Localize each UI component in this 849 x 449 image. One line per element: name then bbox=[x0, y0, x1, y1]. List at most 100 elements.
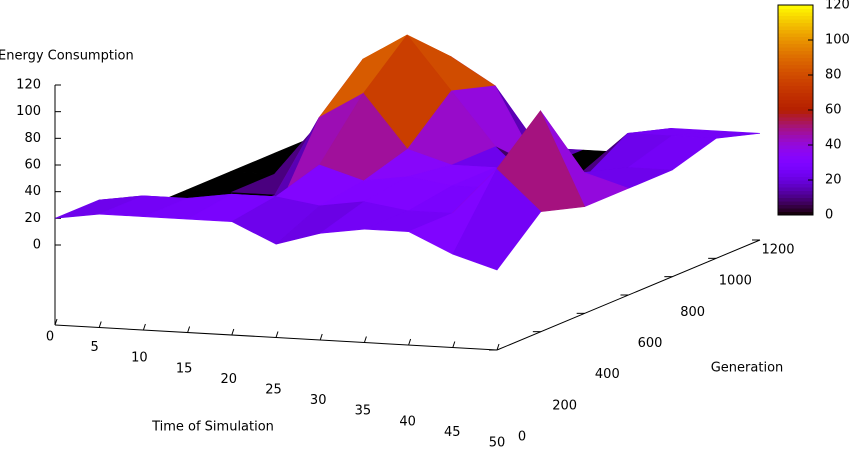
colorbar-segment bbox=[778, 201, 813, 205]
z-tick-label: 20 bbox=[24, 211, 41, 226]
colorbar-segment bbox=[778, 8, 813, 13]
y-tick-label: 0 bbox=[518, 430, 526, 445]
x-tick-label: 40 bbox=[399, 414, 416, 429]
x-tick bbox=[142, 323, 146, 331]
colorbar-segment bbox=[778, 162, 813, 167]
colorbar-segment bbox=[778, 187, 813, 191]
colorbar-segment bbox=[778, 19, 813, 23]
colorbar-segment bbox=[778, 64, 813, 69]
colorbar-segment bbox=[778, 131, 813, 135]
colorbar-segment bbox=[778, 145, 813, 149]
x-tick bbox=[54, 318, 58, 326]
colorbar-segment bbox=[778, 71, 813, 76]
colorbar-segment bbox=[778, 113, 813, 118]
colorbar-segment bbox=[778, 176, 813, 181]
surface-cell bbox=[452, 168, 542, 271]
colorbar-segment bbox=[778, 92, 813, 97]
colorbar-segment bbox=[778, 190, 813, 195]
colorbar-segment bbox=[778, 148, 813, 153]
colorbar-segment bbox=[778, 124, 813, 128]
colorbar-segment bbox=[778, 61, 813, 65]
colorbar-segment bbox=[778, 26, 813, 30]
z-tick-label: 120 bbox=[16, 78, 41, 93]
colorbar-segment bbox=[778, 40, 813, 44]
colorbar-segment bbox=[778, 96, 813, 100]
z-tick-label: 0 bbox=[33, 238, 41, 253]
colorbar-tick-label: 120 bbox=[825, 0, 849, 13]
y-tick-label: 1200 bbox=[761, 243, 794, 258]
x-tick bbox=[408, 338, 412, 346]
z-tick-label: 40 bbox=[24, 184, 41, 199]
x-axis-title: Time of Simulation bbox=[151, 420, 274, 435]
z-tick-label: 80 bbox=[24, 131, 41, 146]
y-axis-title: Generation bbox=[711, 361, 784, 376]
colorbar-segment bbox=[778, 12, 813, 16]
colorbar-segment bbox=[778, 211, 813, 216]
colorbar-tick-label: 100 bbox=[825, 33, 849, 48]
colorbar-segment bbox=[778, 29, 813, 34]
colorbar-segment bbox=[778, 204, 813, 209]
colorbar-segment bbox=[778, 85, 813, 90]
x-tick bbox=[319, 333, 323, 341]
colorbar-segment bbox=[778, 208, 813, 212]
y-tick-label: 600 bbox=[638, 336, 663, 351]
colorbar-segment bbox=[778, 194, 813, 198]
x-tick bbox=[231, 328, 235, 336]
colorbar-segment bbox=[778, 134, 813, 139]
x-tick bbox=[496, 343, 500, 351]
colorbar-segment bbox=[778, 43, 813, 48]
colorbar-segment bbox=[778, 169, 813, 174]
colorbar-segment bbox=[778, 68, 813, 72]
y-tick-label: 1000 bbox=[719, 274, 752, 289]
colorbar-segment bbox=[778, 5, 813, 9]
colorbar-segment bbox=[778, 180, 813, 184]
colorbar-tick-label: 20 bbox=[825, 173, 842, 188]
colorbar-segment bbox=[778, 89, 813, 93]
colorbar-segment bbox=[778, 166, 813, 170]
colorbar-segment bbox=[778, 103, 813, 107]
colorbar-segment bbox=[778, 159, 813, 163]
colorbar-segment bbox=[778, 152, 813, 156]
x-tick-label: 5 bbox=[91, 340, 99, 355]
x-tick-label: 25 bbox=[265, 383, 282, 398]
colorbar-segment bbox=[778, 99, 813, 104]
x-tick-label: 35 bbox=[355, 404, 372, 419]
z-tick-label: 100 bbox=[16, 104, 41, 119]
x-tick bbox=[98, 321, 102, 328]
colorbar-segment bbox=[778, 120, 813, 125]
colorbar-segment bbox=[778, 22, 813, 27]
colorbar-tick-label: 60 bbox=[825, 103, 842, 118]
x-tick-label: 15 bbox=[176, 361, 193, 376]
colorbar-segment bbox=[778, 54, 813, 58]
colorbar-segment bbox=[778, 57, 813, 62]
colorbar-tick-label: 0 bbox=[825, 208, 833, 223]
colorbar-segment bbox=[778, 197, 813, 202]
colorbar-segment bbox=[778, 127, 813, 132]
x-tick-label: 50 bbox=[489, 436, 506, 449]
colorbar-segment bbox=[778, 155, 813, 160]
x-tick bbox=[363, 336, 367, 343]
colorbar-tick-label: 40 bbox=[825, 138, 842, 153]
z-tick-label: 60 bbox=[24, 158, 41, 173]
colorbar-segment bbox=[778, 50, 813, 55]
colorbar-segment bbox=[778, 117, 813, 121]
colorbar-segment bbox=[778, 173, 813, 177]
colorbar-segment bbox=[778, 47, 813, 51]
colorbar-segment bbox=[778, 106, 813, 111]
y-tick-label: 400 bbox=[595, 367, 620, 382]
colorbar-segment bbox=[778, 141, 813, 146]
colorbar-segment bbox=[778, 75, 813, 79]
z-axis-title: Energy Consumption bbox=[0, 49, 134, 64]
colorbar-segment bbox=[778, 110, 813, 114]
x-tick-label: 30 bbox=[310, 393, 327, 408]
colorbar-segment bbox=[778, 33, 813, 37]
colorbar-segment bbox=[778, 78, 813, 83]
x-tick-label: 20 bbox=[221, 372, 238, 387]
x-tick-label: 10 bbox=[131, 351, 148, 366]
x-tick bbox=[275, 331, 279, 338]
x-tick-label: 0 bbox=[46, 330, 54, 345]
x-tick-label: 45 bbox=[444, 425, 461, 440]
colorbar-segment bbox=[778, 82, 813, 86]
y-tick-label: 200 bbox=[552, 398, 577, 413]
x-tick bbox=[187, 326, 191, 333]
